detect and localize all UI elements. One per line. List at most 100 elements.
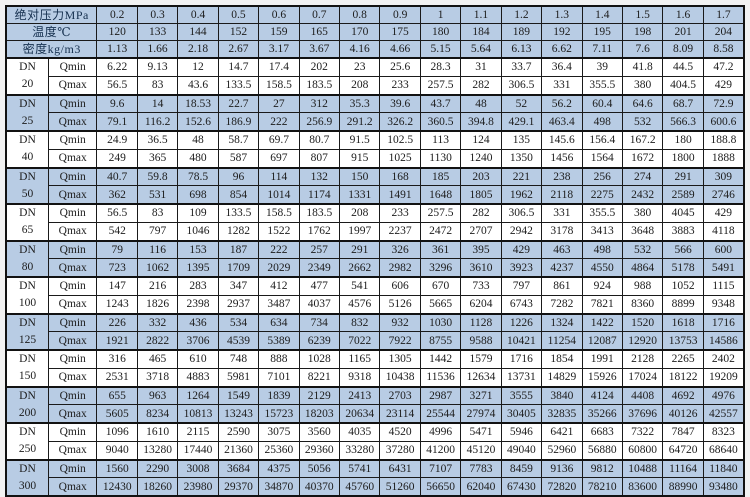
dn-prefix: DN [19, 170, 36, 183]
qmax-value-cell: 532 [621, 112, 664, 132]
qmin-value-cell: 9136 [541, 458, 583, 479]
qmin-value-cell: 332 [136, 312, 179, 333]
qmin-value-cell: 64.6 [621, 93, 664, 114]
qmin-value-cell: 832 [339, 312, 381, 333]
qmax-value-cell: 2589 [662, 185, 704, 205]
qmin-value-cell: 56.2 [541, 93, 583, 114]
dn-label-cell: DN 50 [5, 166, 49, 205]
qmax-value-cell: 35266 [581, 404, 623, 424]
qmax-value-cell: 14586 [702, 331, 745, 351]
qmax-value-cell: 2398 [177, 294, 219, 315]
header-value-cell: 1.7 [702, 5, 745, 24]
qmax-value-cell: 37696 [621, 404, 664, 424]
qmin-label: Qmin [47, 166, 98, 187]
qmin-value-cell: 412 [258, 275, 300, 296]
qmin-value-cell: 4692 [662, 385, 704, 406]
qmax-value-cell: 45760 [339, 477, 381, 497]
qmax-value-cell: 8755 [419, 331, 462, 351]
qmin-value-cell: 80.7 [298, 129, 341, 150]
qmax-label: Qmax [47, 477, 98, 497]
qmin-value-cell: 6431 [379, 458, 421, 479]
qmax-value-cell: 27974 [460, 404, 502, 424]
qmin-value-cell: 1442 [419, 348, 462, 369]
qmax-value-cell: 3178 [541, 221, 583, 242]
dn-100-qmax-row: Qmax 1243 1826 2398 2937 3487 4037 4576 5126 5665… [6, 294, 745, 315]
dn-label-cell: DN 300 [5, 458, 49, 497]
dn-label-cell: DN 125 [5, 312, 49, 351]
qmax-value-cell: 88990 [662, 477, 704, 497]
qmin-value-cell: 291 [339, 239, 381, 260]
qmax-value-cell: 68640 [702, 440, 745, 461]
qmax-value-cell: 1174 [298, 185, 341, 205]
dn-label-cell: DN 65 [5, 203, 49, 241]
header-value-cell: 4.66 [379, 40, 421, 59]
qmax-value-cell: 6204 [460, 294, 502, 315]
qmin-value-cell: 43.7 [419, 93, 462, 114]
qmax-value-cell: 37280 [379, 440, 421, 461]
dn-size: 300 [18, 479, 37, 492]
header-value-cell: 5.64 [460, 40, 502, 59]
qmax-value-cell: 18260 [136, 477, 179, 497]
qmax-value-cell: 3923 [500, 258, 543, 278]
qmax-value-cell: 1997 [339, 221, 381, 242]
qmax-value-cell: 404.5 [662, 75, 704, 96]
qmax-value-cell: 2472 [419, 221, 462, 242]
qmax-value-cell: 9318 [339, 367, 381, 388]
qmax-value-cell: 29360 [298, 440, 341, 461]
qmax-value-cell: 3648 [621, 221, 664, 242]
qmax-label: Qmax [47, 294, 98, 315]
header-value-cell: 184 [460, 23, 502, 41]
header-value-cell: 1.5 [621, 5, 664, 24]
qmin-value-cell: 4408 [621, 385, 664, 406]
qmin-value-cell: 145.6 [541, 129, 583, 150]
qmin-value-cell: 655 [96, 385, 138, 406]
qmax-value-cell: 1282 [217, 221, 260, 242]
qmax-value-cell: 18122 [662, 367, 704, 388]
qmax-value-cell: 2349 [298, 258, 341, 278]
qmin-value-cell: 600 [702, 239, 745, 260]
qmin-value-cell: 1854 [541, 348, 583, 369]
qmax-value-cell: 18203 [298, 404, 341, 424]
qmin-value-cell: 932 [379, 312, 421, 333]
qmin-value-cell: 33.7 [500, 56, 543, 77]
qmax-value-cell: 30405 [500, 404, 543, 424]
qmax-value-cell: 355.5 [581, 75, 623, 96]
qmax-value-cell: 1762 [298, 221, 341, 242]
header-value-cell: 180 [419, 23, 462, 41]
qmax-value-cell: 40126 [662, 404, 704, 424]
dn-prefix: DN [19, 426, 36, 438]
qmin-value-cell: 69.7 [258, 129, 300, 150]
qmax-label: Qmax [47, 331, 98, 351]
qmin-value-cell: 11164 [662, 458, 704, 479]
header-row-label: 绝对压力MPa [5, 5, 98, 24]
qmin-value-cell: 1028 [298, 348, 341, 369]
qmax-value-cell: 257.5 [419, 75, 462, 96]
qmin-value-cell: 8323 [702, 421, 745, 442]
qmax-value-cell: 1395 [177, 258, 219, 278]
header-value-cell: 198 [621, 23, 664, 41]
qmin-value-cell: 257 [298, 239, 341, 260]
qmax-label: Qmax [47, 367, 98, 388]
qmax-value-cell: 1130 [419, 148, 462, 169]
qmin-value-cell: 12 [177, 56, 219, 77]
qmin-value-cell: 208 [339, 202, 381, 223]
qmax-value-cell: 1025 [379, 148, 421, 169]
qmin-value-cell: 309 [702, 166, 745, 187]
qmin-label: Qmin [47, 202, 98, 223]
qmin-value-cell: 7847 [662, 421, 704, 442]
qmax-value-cell: 697 [258, 148, 300, 169]
flow-rate-table-body: 绝对压力MPa 0.2 0.3 0.4 0.5 0.6 0.7 0.8 0.9 1 1.1 1.2 1.… [5, 5, 745, 497]
qmax-value-cell: 222 [258, 112, 300, 132]
qmax-value-cell: 3296 [419, 258, 462, 278]
qmin-value-cell: 331 [541, 202, 583, 223]
qmin-value-cell: 1579 [460, 348, 502, 369]
qmin-value-cell: 39 [581, 56, 623, 77]
qmin-value-cell: 188.8 [702, 129, 745, 150]
qmax-value-cell: 463.4 [541, 112, 583, 132]
dn-size: 20 [21, 78, 34, 91]
qmin-value-cell: 4375 [258, 458, 300, 479]
qmin-value-cell: 3840 [541, 385, 583, 406]
dn-label-cell: DN 100 [5, 276, 49, 314]
header-value-cell: 2.67 [217, 40, 260, 59]
qmax-value-cell: 8360 [621, 294, 664, 315]
